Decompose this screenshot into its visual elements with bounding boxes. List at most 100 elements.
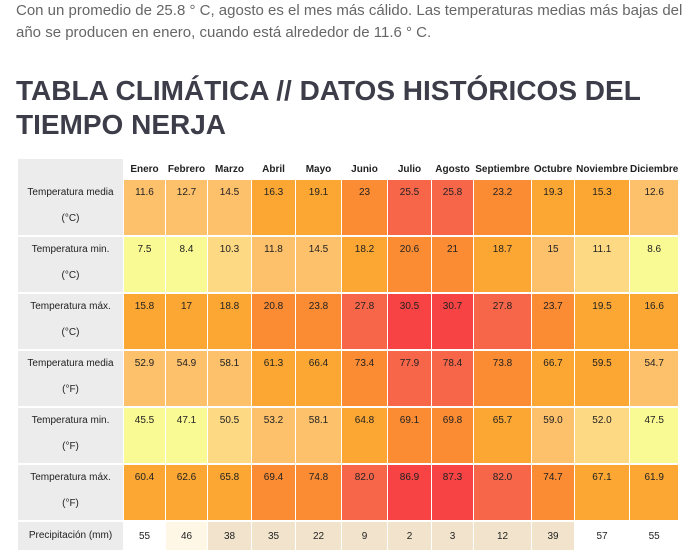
month-header: Abril [252, 159, 296, 180]
table-cell: 59.5 [575, 351, 630, 408]
month-header: Junio [342, 159, 388, 180]
month-header: Octubre [532, 159, 575, 180]
table-cell: 67.1 [575, 465, 630, 522]
row-label: Temperatura máx. (°F) [18, 465, 124, 522]
table-cell: 58.1 [296, 408, 342, 465]
table-cell: 64.8 [342, 408, 388, 465]
table-cell: 59.0 [532, 408, 575, 465]
table-cell: 20.6 [388, 237, 432, 294]
row-label-name: Temperatura min. [31, 244, 110, 255]
table-cell: 22 [296, 522, 342, 552]
table-cell: 2 [388, 522, 432, 552]
table-cell: 86.9 [388, 465, 432, 522]
table-cell: 18.8 [208, 294, 252, 351]
table-cell: 62.6 [166, 465, 208, 522]
table-cell: 11.8 [252, 237, 296, 294]
month-header: Julio [388, 159, 432, 180]
table-cell: 69.1 [388, 408, 432, 465]
row-label: Temperatura min. (°F) [18, 408, 124, 465]
table-cell: 77.9 [388, 351, 432, 408]
table-cell: 25.8 [432, 180, 474, 237]
table-row: Temperatura máx. (°F) 60.4 62.6 65.8 69.4 74.8… [18, 465, 680, 522]
month-header-row: Enero Febrero Marzo Abril Mayo Junio Jul… [18, 159, 680, 180]
table-cell: 23.8 [296, 294, 342, 351]
row-label-name: Temperatura media [27, 187, 114, 198]
table-cell: 60.4 [124, 465, 166, 522]
table-cell: 27.8 [474, 294, 532, 351]
table-cell: 58.1 [208, 351, 252, 408]
table-cell: 87.3 [432, 465, 474, 522]
table-cell: 15.8 [124, 294, 166, 351]
row-label-unit: (°F) [62, 498, 79, 509]
row-label-unit: (°C) [61, 213, 80, 224]
table-cell: 55 [124, 522, 166, 552]
table-cell: 16.6 [630, 294, 680, 351]
table-cell: 23.7 [532, 294, 575, 351]
page-title: TABLA CLIMÁTICA // DATOS HISTÓRICOS DEL … [16, 75, 641, 140]
table-cell: 25.5 [388, 180, 432, 237]
table-cell: 54.7 [630, 351, 680, 408]
table-corner [18, 159, 124, 180]
table-cell: 73.4 [342, 351, 388, 408]
table-cell: 12 [474, 522, 532, 552]
table-row: Temperatura media (°C) 11.6 12.7 14.5 16.3 19.… [18, 180, 680, 237]
table-cell: 14.5 [208, 180, 252, 237]
table-cell: 10.3 [208, 237, 252, 294]
row-label: Precipitación (mm) [18, 522, 124, 552]
table-cell: 21 [432, 237, 474, 294]
table-row: Temperatura min. (°F) 45.5 47.1 50.5 53.2 58.1… [18, 408, 680, 465]
table-cell: 46 [166, 522, 208, 552]
table-cell: 78.4 [432, 351, 474, 408]
table-cell: 9 [342, 522, 388, 552]
table-cell: 19.1 [296, 180, 342, 237]
table-cell: 12.7 [166, 180, 208, 237]
row-label-unit: (°F) [62, 441, 79, 452]
table-cell: 82.0 [342, 465, 388, 522]
row-label: Temperatura máx. (°C) [18, 294, 124, 351]
table-cell: 54.9 [166, 351, 208, 408]
table-cell: 35 [252, 522, 296, 552]
table-cell: 47.1 [166, 408, 208, 465]
table-cell: 30.7 [432, 294, 474, 351]
table-cell: 30.5 [388, 294, 432, 351]
row-label-name: Temperatura máx. [30, 472, 111, 483]
month-header: Diciembre [630, 159, 680, 180]
table-cell: 17 [166, 294, 208, 351]
table-cell: 16.3 [252, 180, 296, 237]
table-cell: 3 [432, 522, 474, 552]
table-cell: 19.3 [532, 180, 575, 237]
row-label-name: Temperatura media [27, 358, 114, 369]
row-label-name: Temperatura min. [31, 415, 110, 426]
table-cell: 57 [575, 522, 630, 552]
month-header: Agosto [432, 159, 474, 180]
row-label-unit: (°C) [61, 270, 80, 281]
month-header: Septiembre [474, 159, 532, 180]
month-header: Marzo [208, 159, 252, 180]
table-cell: 66.4 [296, 351, 342, 408]
table-cell: 23.2 [474, 180, 532, 237]
table-cell: 19.5 [575, 294, 630, 351]
table-cell: 12.6 [630, 180, 680, 237]
table-cell: 73.8 [474, 351, 532, 408]
table-cell: 74.8 [296, 465, 342, 522]
table-cell: 69.4 [252, 465, 296, 522]
table-cell: 82.0 [474, 465, 532, 522]
climate-table: Enero Febrero Marzo Abril Mayo Junio Jul… [18, 159, 680, 552]
table-cell: 20.8 [252, 294, 296, 351]
table-cell: 18.2 [342, 237, 388, 294]
table-cell: 52.9 [124, 351, 166, 408]
table-cell: 52.0 [575, 408, 630, 465]
table-cell: 27.8 [342, 294, 388, 351]
month-header: Enero [124, 159, 166, 180]
table-row: Temperatura máx. (°C) 15.8 17 18.8 20.8 23.8 27… [18, 294, 680, 351]
table-cell: 47.5 [630, 408, 680, 465]
table-row: Temperatura media (°F) 52.9 54.9 58.1 61.3 66.… [18, 351, 680, 408]
table-cell: 15 [532, 237, 575, 294]
row-label-unit: (°F) [62, 384, 79, 395]
row-label-name: Temperatura máx. [30, 301, 111, 312]
table-cell: 8.4 [166, 237, 208, 294]
table-row: Temperatura min. (°C) 7.5 8.4 10.3 11.8 14.5 18… [18, 237, 680, 294]
row-label-unit: (°C) [61, 327, 80, 338]
table-cell: 66.7 [532, 351, 575, 408]
table-cell: 11.6 [124, 180, 166, 237]
